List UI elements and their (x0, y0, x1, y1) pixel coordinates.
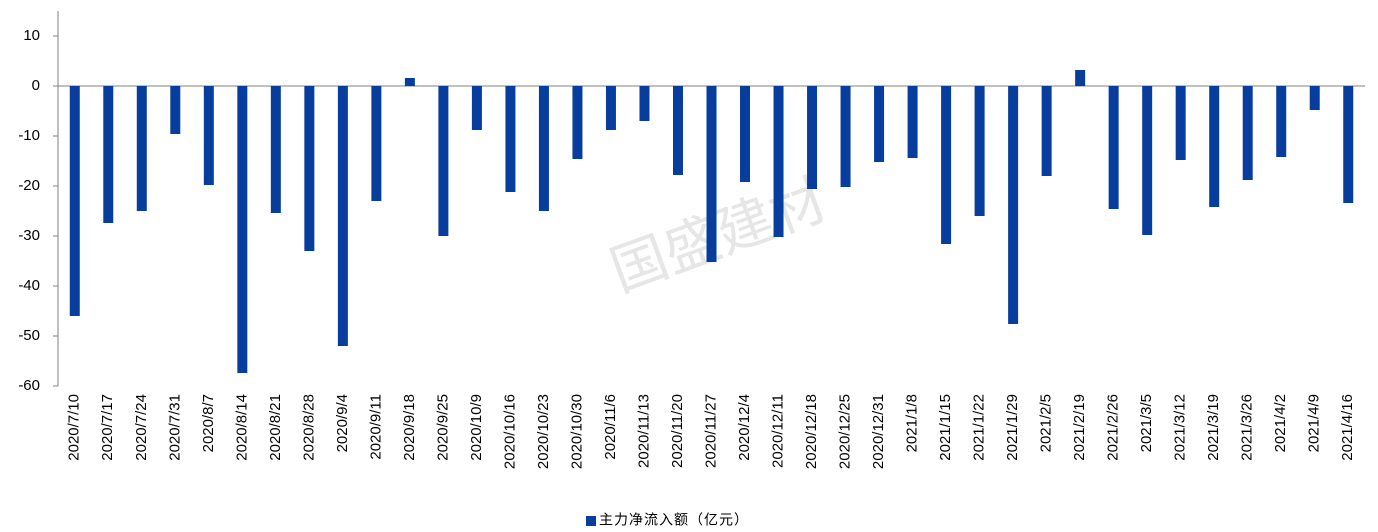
x-tick-label: 2021/1/29 (1004, 394, 1021, 461)
bar (605, 86, 616, 130)
bar (639, 86, 650, 121)
x-tick-label: 2021/4/2 (1272, 394, 1289, 452)
bar (672, 86, 683, 175)
x-tick-label: 2020/11/13 (635, 394, 652, 468)
bar (538, 86, 549, 211)
x-tick-label: 2020/7/24 (133, 394, 150, 461)
bar (1242, 86, 1253, 180)
x-tick-label: 2021/4/9 (1306, 394, 1323, 452)
x-tick-label: 2021/1/15 (937, 394, 954, 461)
bar (103, 86, 114, 223)
bar (740, 86, 751, 182)
x-tick-label: 2021/2/19 (1071, 394, 1088, 461)
x-tick-label: 2021/2/5 (1038, 394, 1055, 452)
bar (807, 86, 818, 189)
bar (1108, 86, 1119, 209)
bar (572, 86, 583, 159)
x-tick-label: 2020/11/6 (602, 394, 619, 460)
bar (773, 86, 784, 237)
legend-swatch (586, 516, 596, 526)
bar (1008, 86, 1019, 324)
bar (1309, 86, 1320, 110)
x-tick-label: 2020/8/7 (200, 394, 217, 452)
x-tick-label: 2020/8/28 (300, 394, 317, 461)
bar (706, 86, 717, 262)
x-tick-label: 2020/11/27 (702, 394, 719, 468)
x-tick-label: 2021/3/26 (1239, 394, 1256, 461)
y-tick-label: 0 (32, 77, 40, 94)
x-tick-label: 2020/12/25 (837, 394, 854, 469)
bar (438, 86, 449, 236)
bar (69, 86, 80, 316)
bar (371, 86, 382, 201)
x-tick-label: 2021/3/19 (1205, 394, 1222, 461)
x-tick-label: 2020/7/31 (166, 394, 183, 461)
x-tick-label: 2021/4/16 (1339, 394, 1356, 461)
x-tick-label: 2020/10/30 (568, 394, 585, 469)
y-tick-label: -20 (18, 177, 40, 194)
x-tick-label: 2020/12/11 (769, 394, 786, 468)
bar (237, 86, 248, 373)
bar (270, 86, 281, 213)
bar (1175, 86, 1186, 160)
bar (1041, 86, 1052, 176)
x-tick-label: 2021/2/26 (1105, 394, 1122, 461)
bar (337, 86, 348, 346)
y-tick-label: -10 (18, 127, 40, 144)
x-tick-label: 2020/10/16 (501, 394, 518, 469)
bar (471, 86, 482, 130)
bar (941, 86, 952, 244)
bar (203, 86, 214, 185)
legend-label: 主力净流入额（亿元） (599, 512, 749, 528)
watermark: 国盛建材 (602, 167, 835, 305)
x-tick-label: 2020/12/18 (803, 394, 820, 469)
x-tick-label: 2020/10/23 (535, 394, 552, 469)
x-tick-label: 2020/12/31 (870, 394, 887, 469)
bar (1142, 86, 1153, 235)
bar (304, 86, 315, 251)
bar (505, 86, 516, 192)
y-tick-label: -30 (18, 227, 40, 244)
bar (1075, 70, 1086, 86)
x-tick-label: 2021/1/8 (904, 394, 921, 452)
x-tick-label: 2020/8/14 (233, 394, 250, 461)
x-tick-label: 2020/8/21 (267, 394, 284, 461)
x-tick-label: 2020/7/10 (66, 394, 83, 461)
bar (874, 86, 885, 162)
x-tick-label: 2020/9/11 (367, 394, 384, 460)
x-tick-label: 2020/9/25 (434, 394, 451, 461)
x-tick-label: 2021/3/5 (1138, 394, 1155, 452)
y-tick-label: -40 (18, 277, 40, 294)
y-tick-label: -50 (18, 327, 40, 344)
x-tick-label: 2020/12/4 (736, 394, 753, 461)
bar (1209, 86, 1220, 207)
x-tick-label: 2020/10/9 (468, 394, 485, 461)
bar (840, 86, 851, 187)
bar (974, 86, 985, 216)
x-tick-label: 2021/3/12 (1172, 394, 1189, 461)
bar (136, 86, 147, 211)
bar (907, 86, 918, 158)
bar (1343, 86, 1354, 203)
x-tick-label: 2020/7/17 (99, 394, 116, 461)
x-tick-label: 2020/11/20 (669, 394, 686, 468)
bar (1276, 86, 1287, 157)
x-tick-label: 2021/1/22 (971, 394, 988, 461)
x-tick-label: 2020/9/4 (334, 394, 351, 452)
bar (170, 86, 181, 134)
y-tick-label: 10 (23, 27, 40, 44)
y-tick-label: -60 (18, 377, 40, 394)
bar (404, 78, 415, 86)
x-tick-label: 2020/9/18 (401, 394, 418, 461)
